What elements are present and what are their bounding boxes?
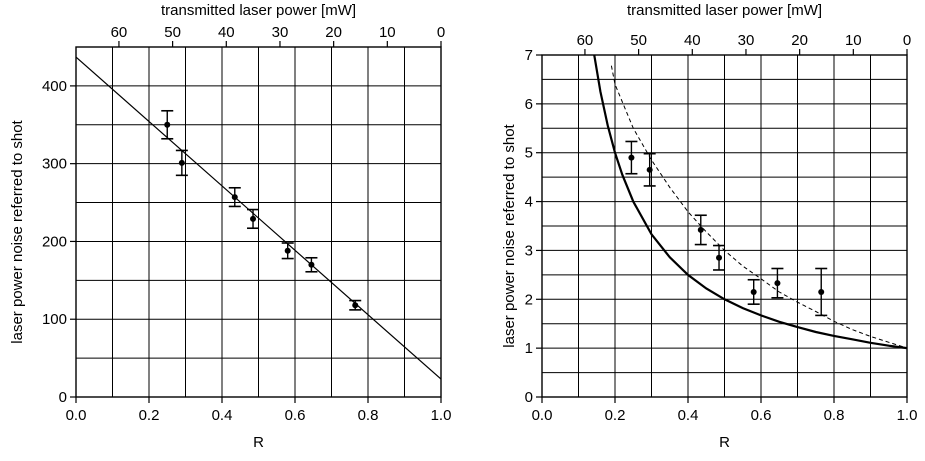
x2-tick-label: 50 [164, 24, 181, 41]
x2-tick-label: 20 [791, 32, 808, 49]
x2-axis-label: transmitted laser power [mW] [627, 2, 822, 19]
y-tick-label: 0 [525, 389, 533, 406]
x-tick-label: 1.0 [431, 407, 452, 424]
x2-tick-label: 20 [325, 24, 342, 41]
data-point [716, 254, 723, 261]
solid-curve [593, 55, 907, 350]
data-point [284, 247, 291, 254]
y-tick-label: 400 [42, 78, 67, 95]
x-tick-label: 0.4 [212, 407, 233, 424]
x-tick-label: 0.6 [285, 407, 306, 424]
y-tick-label: 2 [525, 291, 533, 308]
x-axis-label: R [719, 434, 730, 451]
data-point [750, 288, 757, 295]
y-axis-label: laser power noise referred to shot [501, 123, 518, 347]
y-tick-label: 300 [42, 156, 67, 173]
y-tick-label: 200 [42, 233, 67, 250]
left-chart: 0.0 0.2 0.4 0.6 0.8 1.060 50 40 30 20 10 0010020030… [9, 2, 451, 451]
x-tick-label: 0.6 [751, 407, 772, 424]
x2-tick-label: 10 [379, 24, 396, 41]
y-tick-label: 1 [525, 340, 533, 357]
data-point [352, 302, 359, 309]
plot-frame [75, 46, 442, 398]
x-tick-label: 0.0 [532, 407, 553, 424]
x-tick-label: 0.2 [139, 407, 160, 424]
x2-tick-label: 40 [684, 32, 701, 49]
x-axis-label: R [253, 434, 264, 451]
data-point [628, 154, 635, 161]
x-tick-label: 1.0 [897, 407, 918, 424]
x2-tick-label: 30 [272, 24, 289, 41]
plot-frame [541, 54, 908, 398]
y-tick-label: 0 [59, 389, 67, 406]
y-tick-label: 3 [525, 242, 533, 259]
data-point [646, 166, 653, 173]
data-point [774, 280, 781, 287]
x2-tick-label: 50 [630, 32, 647, 49]
data-point [250, 215, 257, 222]
x2-tick-label: 40 [218, 24, 235, 41]
y-axis-label: laser power noise referred to shot [9, 119, 26, 343]
y-tick-label: 5 [525, 145, 533, 162]
x2-tick-label: 30 [738, 32, 755, 49]
x2-axis-label: transmitted laser power [mW] [161, 2, 356, 19]
y-tick-label: 7 [525, 47, 533, 64]
y-tick-label: 6 [525, 96, 533, 113]
fit-line [76, 56, 441, 380]
x-tick-label: 0.0 [66, 407, 87, 424]
data-point [818, 288, 825, 295]
dashed-curve [610, 65, 907, 349]
x-tick-label: 0.8 [358, 407, 379, 424]
y-tick-label: 4 [525, 194, 533, 211]
data-point [178, 159, 185, 166]
x2-tick-label: 10 [845, 32, 862, 49]
x-tick-label: 0.2 [605, 407, 626, 424]
right-chart: 0.0 0.2 0.4 0.6 0.8 1.0 60 50 40 30 20 10 0 0 1 2 3 4 5 6 7 R… [501, 2, 917, 451]
data-point [697, 226, 704, 233]
x-tick-label: 0.8 [824, 407, 845, 424]
x2-tick-label: 0 [437, 24, 445, 41]
x2-tick-label: 60 [111, 24, 128, 41]
x2-tick-label: 0 [903, 32, 911, 49]
x2-tick-label: 60 [577, 32, 594, 49]
data-point [164, 121, 171, 128]
y-tick-label: 100 [42, 311, 67, 328]
x-tick-label: 0.4 [678, 407, 699, 424]
